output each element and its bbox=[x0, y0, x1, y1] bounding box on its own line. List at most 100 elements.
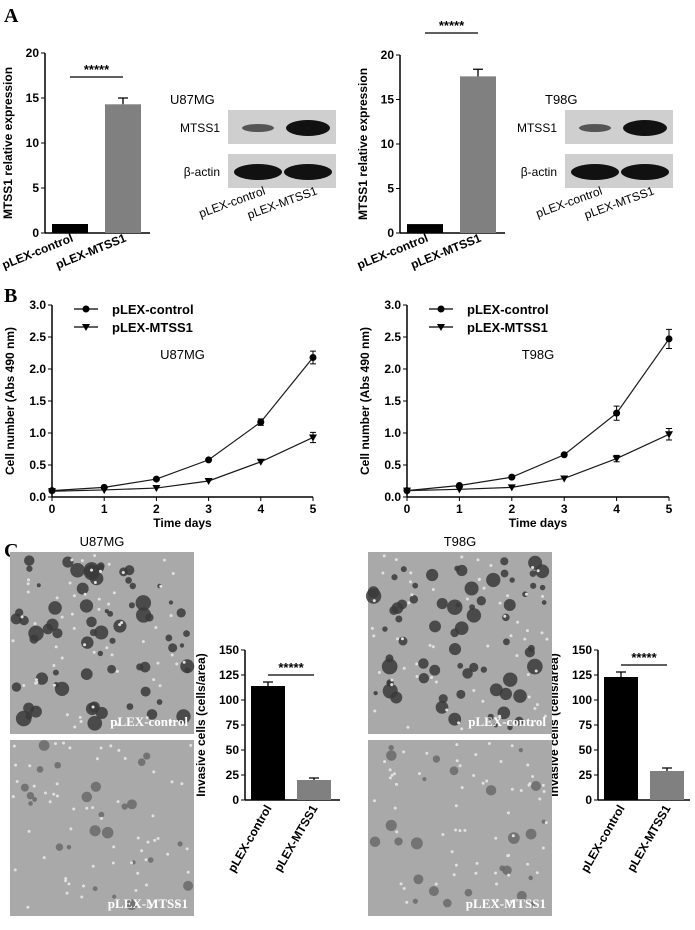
debris-dot bbox=[458, 764, 462, 768]
debris-dot bbox=[34, 678, 38, 682]
cell-blob bbox=[486, 572, 501, 588]
debris-dot bbox=[388, 768, 392, 772]
debris-dot bbox=[175, 662, 179, 666]
cell-blob bbox=[381, 658, 398, 675]
significance-stars: ***** bbox=[631, 650, 657, 665]
debris-dot bbox=[54, 645, 58, 649]
debris-dot bbox=[67, 882, 71, 886]
series-line-mtss1 bbox=[51, 436, 314, 492]
debris-dot bbox=[32, 784, 36, 788]
cell-blob bbox=[516, 890, 527, 901]
cell-line-label: U87MG bbox=[160, 347, 205, 362]
debris-dot bbox=[152, 770, 156, 774]
cell-blob bbox=[412, 898, 418, 904]
micrograph-label: pLEX-control bbox=[468, 714, 546, 729]
debris-dot bbox=[543, 714, 547, 718]
debris-dot bbox=[134, 902, 138, 906]
cell-blob bbox=[442, 898, 452, 908]
debris-dot bbox=[70, 558, 74, 562]
debris-dot bbox=[489, 564, 493, 568]
data-point-control bbox=[257, 418, 265, 426]
micrograph-cell-line-label: T98G bbox=[444, 534, 477, 549]
y-tick-label: 50 bbox=[579, 743, 593, 757]
cell-blob bbox=[126, 899, 138, 910]
debris-dot bbox=[474, 753, 478, 757]
debris-dot bbox=[450, 850, 454, 854]
data-point-mtss1 bbox=[455, 486, 464, 494]
y-tick-label: 15 bbox=[381, 93, 395, 107]
cell-blob bbox=[527, 658, 543, 675]
cell-blob bbox=[94, 625, 109, 640]
debris-dot bbox=[52, 664, 56, 668]
cell-blob bbox=[156, 699, 163, 705]
cell-blob bbox=[76, 582, 89, 595]
debris-dot bbox=[510, 787, 514, 791]
cell-blob bbox=[448, 643, 462, 656]
debris-dot bbox=[72, 594, 76, 598]
cell-blob bbox=[386, 750, 397, 761]
blot-row-label: MTSS1 bbox=[180, 121, 220, 135]
debris-dot bbox=[394, 558, 398, 562]
y-tick-label: 0 bbox=[585, 793, 592, 807]
debris-dot bbox=[526, 763, 530, 767]
debris-dot bbox=[460, 786, 464, 790]
debris-dot bbox=[20, 615, 24, 619]
y-tick-label: 1.5 bbox=[384, 394, 401, 408]
debris-dot bbox=[64, 876, 68, 880]
debris-dot bbox=[169, 614, 173, 618]
x-tick-label: 1 bbox=[101, 502, 108, 516]
debris-dot bbox=[472, 689, 476, 693]
debris-dot bbox=[140, 849, 144, 853]
cell-blob bbox=[410, 837, 423, 850]
y-axis-label: MTSS1 relative expression bbox=[1, 67, 15, 219]
cell-blob bbox=[55, 843, 64, 851]
y-tick-label: 5 bbox=[32, 181, 39, 195]
y-tick-label: 50 bbox=[226, 743, 240, 757]
data-point-mtss1 bbox=[560, 475, 569, 483]
debris-dot bbox=[79, 719, 83, 723]
debris-dot bbox=[166, 852, 170, 856]
x-tick-label: 2 bbox=[153, 502, 160, 516]
cell-blob bbox=[184, 667, 191, 674]
debris-dot bbox=[457, 721, 461, 725]
cell-blob bbox=[541, 819, 546, 824]
cell-blob bbox=[81, 791, 93, 803]
debris-dot bbox=[519, 788, 523, 792]
debris-dot bbox=[52, 683, 56, 687]
cell-blob bbox=[464, 581, 479, 596]
series-line-control bbox=[406, 338, 670, 492]
debris-dot bbox=[499, 759, 503, 763]
cell-blob bbox=[87, 716, 103, 731]
panel-label-b: B bbox=[4, 285, 17, 307]
y-tick-label: 1.5 bbox=[29, 394, 46, 408]
x-tick-label: pLEX-control bbox=[578, 803, 628, 875]
cell-blob bbox=[385, 819, 397, 832]
debris-dot bbox=[154, 626, 158, 630]
cell-blob bbox=[456, 689, 466, 699]
debris-dot bbox=[162, 558, 166, 562]
legend-label: pLEX-MTSS1 bbox=[467, 320, 548, 335]
error-bar bbox=[263, 681, 273, 686]
cell-blob bbox=[54, 681, 70, 697]
cell-blob bbox=[432, 755, 441, 763]
debris-dot bbox=[151, 814, 155, 818]
cell-blob bbox=[409, 595, 419, 604]
debris-dot bbox=[91, 705, 95, 709]
debris-dot bbox=[153, 899, 157, 903]
cell-blob bbox=[457, 662, 464, 669]
bar-chart-c-u87mg: 0 25 50 75 100 125 150 Invasive cells (cells/ar… bbox=[194, 643, 340, 875]
y-tick-label: 0 bbox=[32, 226, 39, 240]
x-tick-label: 5 bbox=[666, 502, 673, 516]
debris-dot bbox=[83, 643, 87, 647]
cell-blob bbox=[539, 584, 546, 591]
cell-blob bbox=[135, 607, 152, 623]
debris-dot bbox=[372, 599, 376, 603]
cell-blob bbox=[177, 841, 183, 847]
debris-dot bbox=[146, 840, 150, 844]
debris-dot bbox=[533, 707, 537, 711]
debris-dot bbox=[425, 751, 429, 755]
y-tick-label: 0.0 bbox=[384, 490, 401, 504]
debris-dot bbox=[434, 680, 438, 684]
debris-dot bbox=[454, 804, 458, 808]
